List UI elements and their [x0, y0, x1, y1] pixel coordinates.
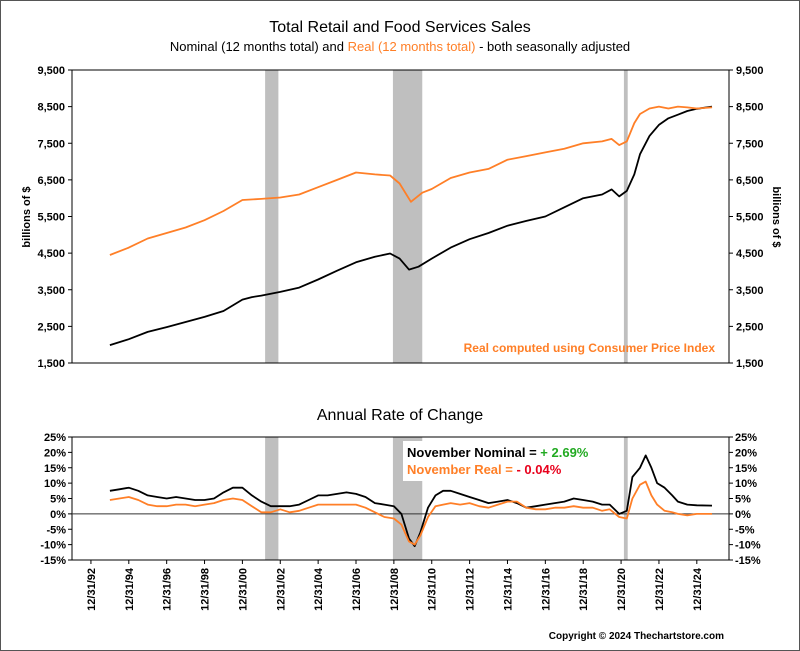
left-y-axis-label: billions of $ — [21, 186, 33, 247]
bottom-y-axis-ticks: -15% -15% -10% -10% -5% -5% 0% 0% 5% 5% 10% 10% 15% 1… — [40, 432, 761, 567]
top-right-tick-label: 6,500 — [736, 175, 764, 187]
top-left-tick-label: 1,500 — [37, 358, 65, 370]
legend-nominal: November Nominal = + 2.69% — [407, 445, 589, 460]
recession-bands-top — [265, 70, 628, 363]
bottom-right-tick-label: 25% — [735, 432, 757, 444]
x-axis-ticks: 12/31/92 12/31/94 12/31/96 12/31/98 12/31/00… — [86, 560, 704, 611]
top-left-tick-label: 7,500 — [37, 138, 65, 150]
main-chart-title: Total Retail and Food Services Sales — [269, 19, 530, 36]
legend-nominal-label: November Nominal = — [407, 445, 540, 460]
x-tick-label: 12/31/04 — [313, 567, 325, 611]
bottom-left-tick-label: 10% — [44, 478, 66, 490]
bottom-real-line — [109, 480, 712, 546]
bottom-nominal-line — [109, 454, 713, 548]
top-real-line — [109, 105, 713, 256]
top-right-tick-label: 1,500 — [736, 358, 764, 370]
top-y-axis-ticks: 1,500 1,500 2,500 2,500 3,500 3,500 4,500 4,500… — [37, 65, 763, 370]
bottom-left-tick-label: -15% — [40, 555, 66, 567]
x-tick-label: 12/31/98 — [200, 568, 212, 611]
x-tick-label: 12/31/16 — [540, 568, 552, 611]
top-right-tick-label: 7,500 — [736, 138, 764, 150]
top-left-tick-label: 2,500 — [37, 321, 65, 333]
top-right-tick-label: 2,500 — [736, 321, 764, 333]
top-right-tick-label: 8,500 — [736, 102, 764, 114]
recession-band-top-2 — [623, 70, 628, 363]
top-right-tick-label: 4,500 — [736, 248, 764, 260]
bottom-left-tick-label: -10% — [40, 540, 66, 552]
x-tick-label: 12/31/08 — [389, 568, 401, 611]
legend-box — [403, 441, 610, 481]
bottom-left-tick-label: 25% — [44, 432, 66, 444]
x-tick-label: 12/31/10 — [427, 568, 439, 611]
top-left-tick-label: 5,500 — [37, 212, 65, 224]
bottom-series — [109, 454, 713, 548]
bottom-right-tick-label: -10% — [735, 540, 761, 552]
bottom-left-tick-label: 15% — [44, 463, 66, 475]
bottom-left-tick-label: 0% — [50, 509, 66, 521]
subtitle-part-suffix: - both seasonally adjusted — [476, 39, 631, 54]
top-left-tick-label: 8,500 — [37, 102, 65, 114]
bottom-right-tick-label: 0% — [735, 509, 751, 521]
x-tick-label: 12/31/96 — [162, 568, 174, 611]
bottom-left-tick-label: 5% — [50, 494, 66, 506]
right-y-axis-label: billions of $ — [770, 186, 782, 247]
top-left-tick-label: 9,500 — [37, 65, 65, 77]
top-left-tick-label: 6,500 — [37, 175, 65, 187]
legend-real: November Real = - 0.04% — [407, 462, 562, 477]
x-tick-label: 12/31/06 — [351, 568, 363, 611]
x-tick-label: 12/31/20 — [616, 568, 628, 611]
top-series — [109, 105, 713, 346]
top-right-tick-label: 5,500 — [736, 212, 764, 224]
main-chart-subtitle: Nominal (12 months total) and Real (12 m… — [170, 39, 630, 54]
recession-band-top-1 — [392, 70, 423, 363]
bottom-left-tick-label: 20% — [44, 447, 66, 459]
x-tick-label: 12/31/14 — [502, 567, 514, 611]
x-tick-label: 12/31/92 — [86, 568, 98, 611]
subtitle-part-real: Real (12 months total) — [348, 39, 476, 54]
legend-nominal-value: + 2.69% — [540, 445, 589, 460]
x-tick-label: 12/31/02 — [275, 568, 287, 611]
top-left-tick-label: 4,500 — [37, 248, 65, 260]
cpi-annotation: Real computed using Consumer Price Index — [464, 341, 716, 355]
x-tick-label: 12/31/12 — [465, 568, 477, 611]
subtitle-part-nominal: Nominal (12 months total) and — [170, 39, 348, 54]
x-tick-label: 12/31/00 — [237, 568, 249, 611]
recession-band-bottom-0 — [265, 437, 279, 560]
legend-real-value: - 0.04% — [516, 462, 561, 477]
top-nominal-line — [109, 105, 713, 346]
legend-real-label: November Real = — [407, 462, 516, 477]
x-tick-label: 12/31/22 — [654, 568, 666, 611]
rate-chart-title: Annual Rate of Change — [317, 407, 483, 424]
bottom-right-tick-label: 10% — [735, 478, 757, 490]
top-right-tick-label: 9,500 — [736, 65, 764, 77]
x-tick-label: 12/31/24 — [692, 567, 704, 611]
bottom-right-tick-label: -5% — [735, 524, 755, 536]
bottom-right-tick-label: 20% — [735, 447, 757, 459]
bottom-right-tick-label: -15% — [735, 555, 761, 567]
recession-band-top-0 — [265, 70, 279, 363]
x-tick-label: 12/31/18 — [578, 568, 590, 611]
recession-band-bottom-2 — [623, 437, 628, 560]
top-right-tick-label: 3,500 — [736, 285, 764, 297]
bottom-right-tick-label: 5% — [735, 494, 751, 506]
x-tick-label: 12/31/94 — [124, 567, 136, 611]
bottom-right-tick-label: 15% — [735, 463, 757, 475]
bottom-left-tick-label: -5% — [46, 524, 66, 536]
top-left-tick-label: 3,500 — [37, 285, 65, 297]
copyright-text: Copyright © 2024 Thechartstore.com — [549, 631, 724, 642]
